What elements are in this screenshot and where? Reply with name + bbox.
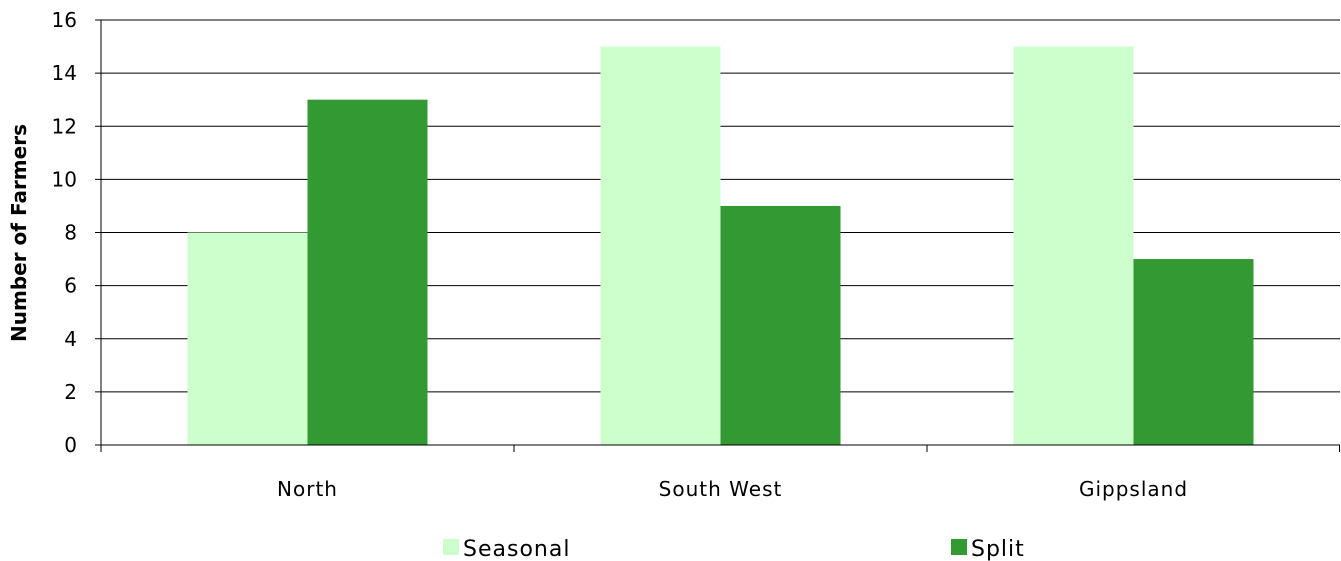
y-tick-label: 4 [64,327,77,351]
legend-swatch-seasonal [443,539,459,555]
bar-split-north [307,99,428,445]
bar-split-south-west [720,205,841,445]
x-category-label: North [277,477,338,501]
axes [100,20,1340,452]
y-tick-label: 10 [52,167,77,191]
bars [187,46,1254,445]
y-axis-label: Number of Farmers [7,124,31,342]
legend-swatch-split [951,539,967,555]
y-tick-label: 14 [52,61,77,85]
y-axis-ticks: 0 2 4 6 8 10 12 14 16 [52,8,101,457]
x-category-label: South West [659,477,783,501]
bar-split-gippsland [1133,259,1254,445]
legend: Seasonal Split [443,537,1025,561]
bar-seasonal-gippsland [1013,46,1134,445]
y-tick-label: 0 [64,433,77,457]
legend-label-split: Split [971,537,1025,561]
y-tick-label: 6 [64,274,77,298]
x-axis-categories: North South West Gippsland [277,477,1188,501]
y-tick-label: 16 [52,8,77,32]
legend-label-seasonal: Seasonal [463,537,570,561]
y-tick-label: 2 [64,380,77,404]
bar-seasonal-south-west [600,46,721,445]
y-tick-label: 12 [52,114,77,138]
x-category-label: Gippsland [1079,477,1188,501]
bar-seasonal-north [187,232,308,445]
y-tick-label: 8 [64,221,77,245]
